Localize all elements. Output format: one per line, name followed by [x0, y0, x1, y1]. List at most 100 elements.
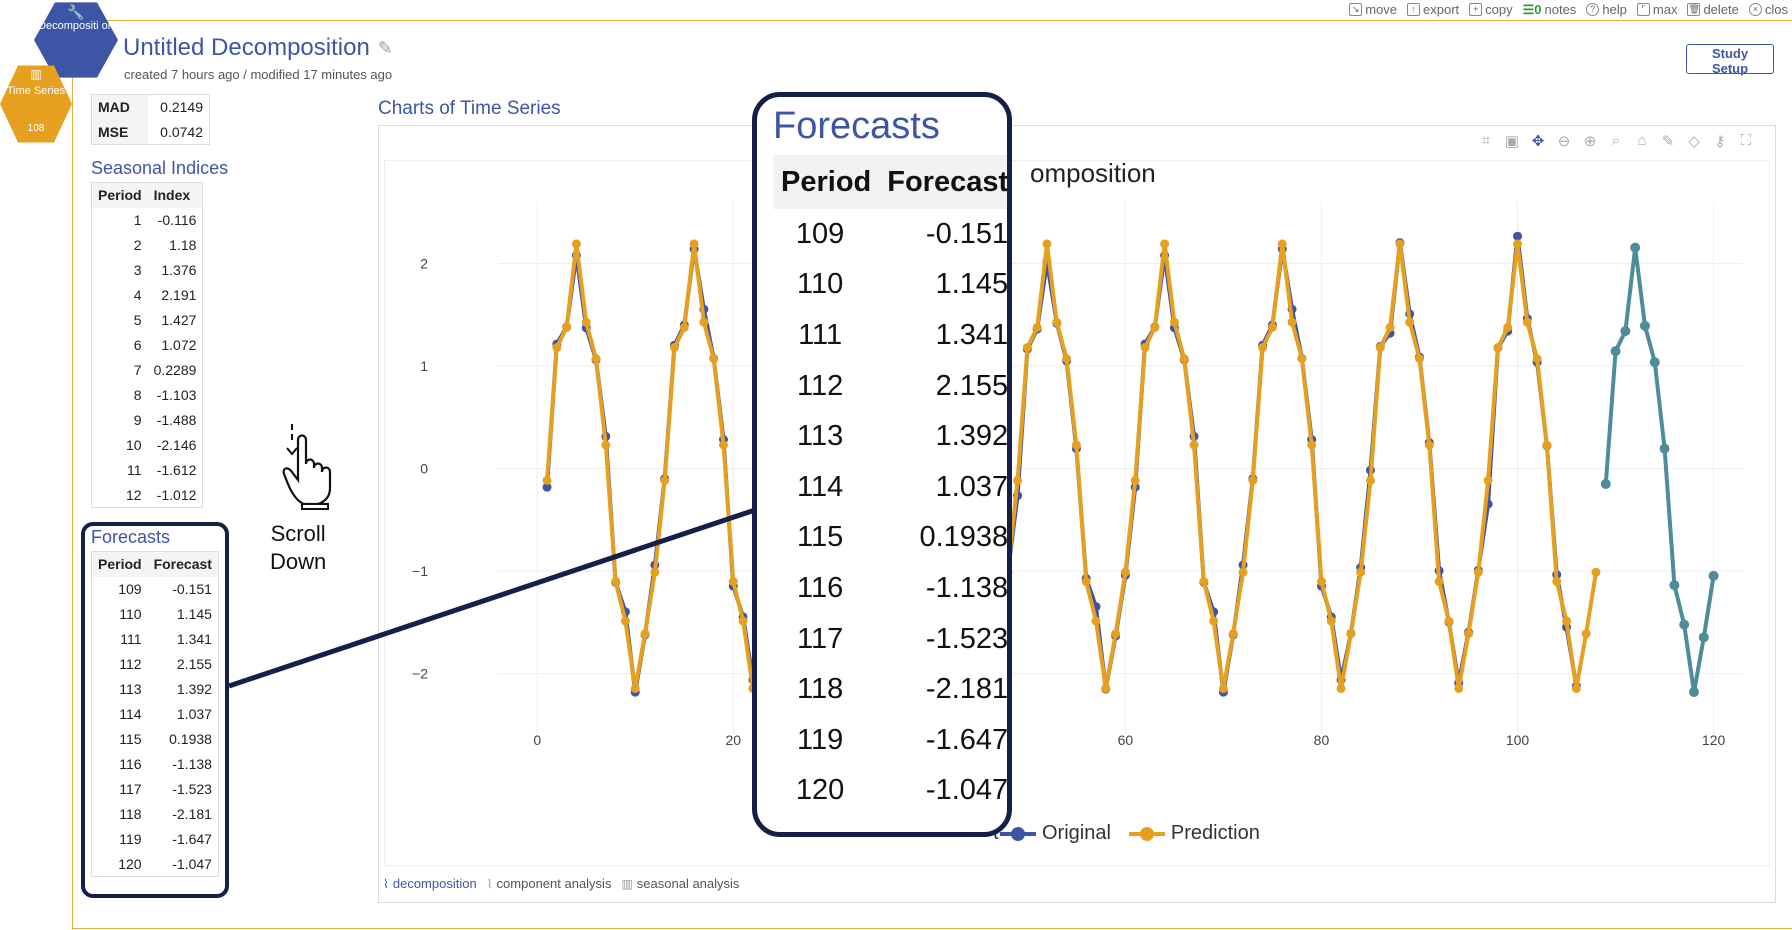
prediction-point[interactable] [699, 317, 709, 327]
prediction-point[interactable] [1267, 322, 1277, 332]
prediction-point[interactable] [1081, 577, 1091, 587]
prediction-point[interactable] [1022, 343, 1032, 353]
prediction-point[interactable] [1160, 239, 1170, 249]
prediction-point[interactable] [1199, 577, 1209, 587]
camera-icon[interactable]: ⌗ [1481, 132, 1491, 149]
prediction-point[interactable] [1297, 354, 1307, 364]
forecast-point[interactable] [1630, 242, 1641, 253]
prediction-point[interactable] [601, 440, 611, 450]
prediction-point[interactable] [1238, 567, 1248, 577]
forecast-point[interactable] [1679, 619, 1690, 630]
prediction-point[interactable] [1071, 440, 1081, 450]
forecast-point[interactable] [1688, 687, 1699, 698]
forecast-point[interactable] [1649, 357, 1660, 368]
prediction-point[interactable] [1169, 317, 1179, 327]
prediction-point[interactable] [1405, 317, 1415, 327]
prediction-point[interactable] [552, 343, 562, 353]
prediction-point[interactable] [562, 322, 572, 332]
forecast-point[interactable] [1698, 632, 1709, 643]
prediction-point[interactable] [1395, 239, 1405, 249]
forecasts-column-header[interactable]: Period [91, 551, 148, 577]
prediction-point[interactable] [1473, 567, 1483, 577]
forecasts-column-header[interactable]: Forecast [147, 551, 219, 577]
prediction-point[interactable] [650, 567, 660, 577]
prediction-point[interactable] [1522, 317, 1532, 327]
zoom-out-icon[interactable]: ⊖ [1557, 133, 1571, 150]
prediction-point[interactable] [1434, 577, 1444, 587]
original-point[interactable] [1513, 231, 1523, 241]
home-icon[interactable]: ⌂ [1637, 132, 1647, 149]
prediction-point[interactable] [581, 317, 591, 327]
prediction-point[interactable] [679, 322, 689, 332]
toolbar-notes-button[interactable]: ☰0 notes [1523, 0, 1577, 18]
prediction-point[interactable] [1062, 354, 1072, 364]
prediction-point[interactable] [1218, 683, 1228, 693]
prediction-point[interactable] [1356, 567, 1366, 577]
prediction-point[interactable] [1326, 616, 1336, 626]
chart-tab-seasonal-analysis[interactable]: ▥ seasonal analysis [621, 876, 739, 891]
prediction-point[interactable] [1228, 629, 1238, 639]
prediction-point[interactable] [1493, 343, 1503, 353]
prediction-point[interactable] [1454, 683, 1464, 693]
toolbar-move-button[interactable]: ↘ move [1349, 0, 1397, 18]
chart-tab-decomposition[interactable]: ⌇ decomposition [383, 876, 477, 891]
pencil-icon[interactable]: ✎ [377, 37, 393, 58]
prediction-point[interactable] [1581, 629, 1591, 639]
prediction-point[interactable] [1150, 322, 1160, 332]
prediction-point[interactable] [1316, 577, 1326, 587]
prediction-point[interactable] [1189, 440, 1199, 450]
prediction-point[interactable] [1277, 239, 1287, 249]
prediction-point[interactable] [669, 343, 679, 353]
prediction-point[interactable] [1091, 616, 1101, 626]
prediction-point[interactable] [1532, 354, 1542, 364]
prediction-point[interactable] [1336, 683, 1346, 693]
study-setup-button[interactable]: Study Setup [1686, 44, 1774, 76]
decomposition-hex-button[interactable]: 🔧 Decompositi on [34, 2, 118, 78]
prediction-point[interactable] [630, 683, 640, 693]
prediction-point[interactable] [1375, 343, 1385, 353]
prediction-point[interactable] [1365, 475, 1375, 485]
pencil-tool-icon[interactable]: ✎ [1661, 133, 1675, 150]
toolbar-export-button[interactable]: ↑ export [1407, 0, 1459, 18]
prediction-point[interactable] [1042, 239, 1052, 249]
forecast-point[interactable] [1708, 570, 1719, 581]
zoom-in-icon[interactable]: ⊕ [1583, 133, 1597, 150]
forecast-point[interactable] [1669, 580, 1680, 591]
toolbar-help-button[interactable]: ? help [1586, 0, 1627, 18]
toolbar-copy-button[interactable]: + copy [1469, 0, 1513, 18]
prediction-point[interactable] [571, 239, 581, 249]
seasonal-column-header[interactable]: Period [91, 182, 148, 208]
key-icon[interactable]: ⚷ [1714, 133, 1726, 150]
prediction-point[interactable] [1444, 616, 1454, 626]
prediction-point[interactable] [640, 629, 650, 639]
prediction-point[interactable] [1248, 475, 1258, 485]
eraser-icon[interactable]: ◇ [1688, 133, 1700, 150]
prediction-point[interactable] [1571, 683, 1581, 693]
toolbar-delete-button[interactable]: 🗑 delete [1687, 0, 1739, 18]
prediction-point[interactable] [1140, 343, 1150, 353]
prediction-point[interactable] [542, 475, 552, 485]
forecast-point[interactable] [1620, 326, 1631, 337]
toolbar-max-button[interactable]: ⌜ max [1636, 0, 1677, 18]
prediction-point[interactable] [1591, 567, 1601, 577]
prediction-point[interactable] [1562, 616, 1572, 626]
prediction-point[interactable] [718, 440, 728, 450]
prediction-point[interactable] [1307, 440, 1317, 450]
prediction-point[interactable] [1120, 567, 1130, 577]
prediction-point[interactable] [1130, 475, 1140, 485]
fullscreen-icon[interactable]: ⛶ [1740, 132, 1752, 149]
prediction-point[interactable] [1513, 239, 1523, 249]
prediction-point[interactable] [709, 354, 719, 364]
forecast-point[interactable] [1610, 346, 1621, 357]
prediction-point[interactable] [660, 475, 670, 485]
forecast-point[interactable] [1600, 478, 1611, 489]
forecast-point[interactable] [1659, 443, 1670, 454]
prediction-point[interactable] [738, 616, 748, 626]
prediction-point[interactable] [728, 577, 738, 587]
prediction-point[interactable] [1101, 683, 1111, 693]
prediction-point[interactable] [1424, 440, 1434, 450]
prediction-point[interactable] [1032, 322, 1042, 332]
prediction-point[interactable] [611, 577, 621, 587]
legend-item-original[interactable]: Original [1000, 822, 1111, 845]
prediction-point[interactable] [1483, 475, 1493, 485]
